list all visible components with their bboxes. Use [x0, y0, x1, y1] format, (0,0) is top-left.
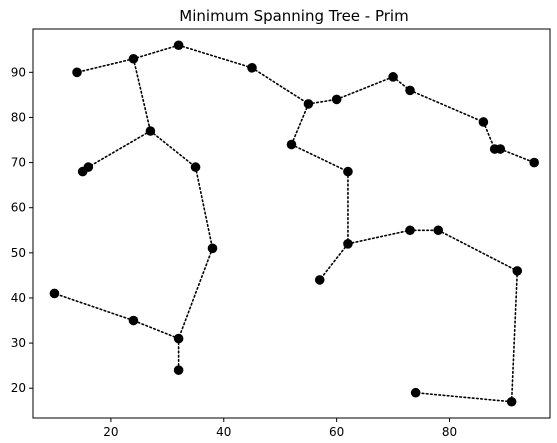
mst-edge — [510, 270, 519, 403]
node-point — [286, 139, 297, 150]
node-point — [173, 333, 184, 344]
mst-edge — [132, 57, 152, 132]
mst-edge — [132, 319, 180, 340]
y-tick-label: 70 — [11, 156, 26, 170]
x-tick-label: 80 — [442, 425, 457, 439]
mst-edge — [149, 130, 197, 168]
y-tick-label: 50 — [11, 246, 26, 260]
node-point — [529, 157, 539, 168]
node-point — [388, 72, 398, 82]
node-point — [478, 117, 489, 127]
chart-title: Minimum Spanning Tree - Prim — [179, 7, 408, 25]
mst-edge — [132, 44, 180, 60]
mst-edge — [251, 67, 310, 105]
node-point — [495, 144, 506, 154]
mst-edge — [290, 143, 349, 173]
mst-edge — [409, 89, 485, 123]
node-point — [49, 288, 60, 299]
mst-edge — [318, 243, 349, 281]
mst-edge — [414, 391, 513, 403]
y-axis-ticks: 20 30 40 50 60 70 80 90 — [11, 65, 33, 395]
mst-edge — [76, 57, 135, 74]
x-tick-label: 20 — [103, 425, 118, 439]
mst-edge — [482, 121, 496, 150]
mst-edge — [177, 247, 214, 340]
node-point — [343, 239, 353, 249]
x-tick-label: 40 — [216, 425, 231, 439]
mst-edge — [499, 148, 535, 164]
plot-frame — [32, 28, 551, 419]
node-point — [173, 365, 184, 375]
node-point — [410, 387, 421, 398]
mst-edge — [177, 44, 253, 69]
node-point — [405, 225, 415, 236]
y-tick-label: 80 — [11, 110, 26, 124]
node-point — [77, 166, 88, 177]
node-point — [247, 63, 257, 73]
node-point — [128, 315, 139, 326]
y-tick-label: 90 — [11, 65, 26, 79]
node-point — [331, 94, 342, 105]
node-point — [145, 126, 156, 136]
points-layer — [49, 40, 539, 407]
x-axis-ticks: 20 40 60 80 — [103, 418, 457, 439]
node-point — [207, 243, 218, 254]
node-point — [303, 99, 314, 109]
node-point — [343, 166, 353, 177]
node-point — [512, 266, 523, 276]
node-point — [128, 53, 139, 64]
node-point — [506, 396, 517, 407]
x-tick-label: 60 — [329, 425, 344, 439]
mst-edge — [194, 166, 214, 250]
y-tick-label: 30 — [11, 336, 26, 350]
node-point — [173, 40, 184, 51]
mst-edge — [347, 229, 411, 245]
mst-edge — [290, 103, 310, 146]
node-point — [314, 275, 325, 285]
node-point — [433, 225, 444, 236]
node-point — [405, 85, 415, 96]
mst-edge — [437, 229, 519, 272]
mst-edge — [87, 130, 152, 168]
node-point — [72, 67, 82, 78]
mst-edge — [53, 292, 135, 322]
y-tick-label: 60 — [11, 201, 26, 215]
y-tick-label: 20 — [11, 381, 26, 395]
y-tick-label: 40 — [11, 291, 26, 305]
mst-edge — [335, 76, 394, 101]
node-point — [190, 162, 201, 172]
